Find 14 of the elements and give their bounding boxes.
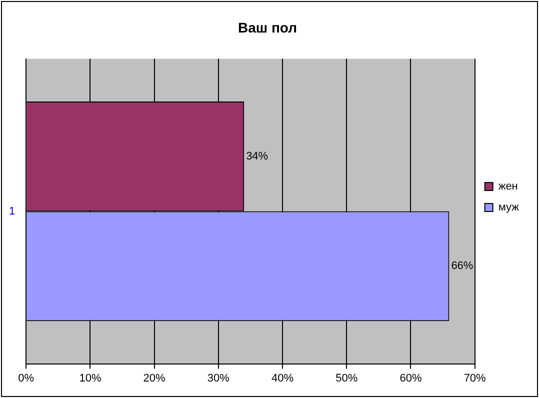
x-tick-label: 50%	[336, 372, 358, 384]
x-tick-label: 10%	[79, 372, 102, 384]
x-tick-label: 60%	[400, 372, 422, 384]
y-tick-label: 1	[8, 205, 16, 218]
data-label: 34%	[246, 150, 268, 162]
x-tick-label: 70%	[464, 372, 486, 384]
x-tick-label: 30%	[207, 372, 230, 384]
x-tick-label: 20%	[143, 372, 166, 384]
legend-label: муж	[498, 202, 520, 214]
chart-title: Ваш пол	[238, 19, 298, 36]
data-label: 66%	[451, 260, 474, 272]
x-tick-label: 40%	[272, 372, 294, 384]
x-tick-label: 0%	[18, 372, 34, 384]
legend-label: жен	[498, 180, 518, 193]
